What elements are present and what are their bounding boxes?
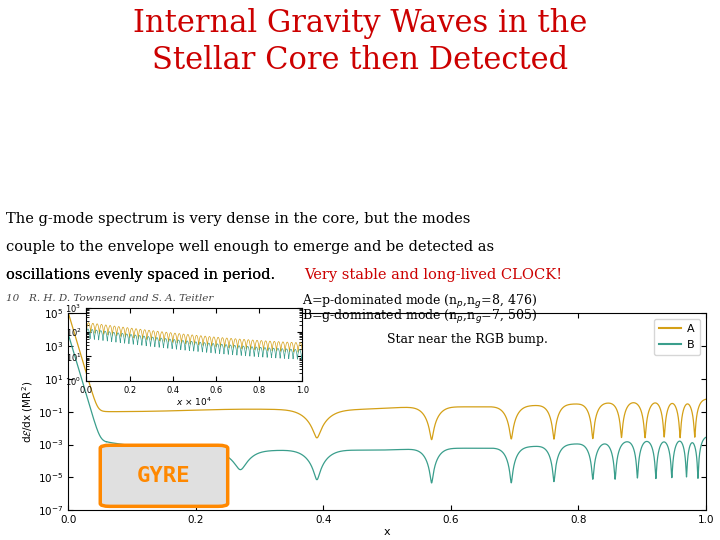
Legend: A, B: A, B — [654, 319, 700, 355]
B — [64, 332, 73, 338]
Text: 10   R. H. D. Townsend and S. A. Teitler: 10 R. H. D. Townsend and S. A. Teitler — [6, 294, 213, 303]
Text: The g-mode spectrum is very dense in the core, but the modes: The g-mode spectrum is very dense in the… — [6, 212, 470, 226]
A — [102, 408, 111, 415]
B — [91, 420, 99, 426]
A — [376, 405, 384, 411]
Text: couple to the envelope well enough to emerge and be detected as: couple to the envelope well enough to em… — [6, 240, 494, 254]
Text: oscillations evenly spaced in period.: oscillations evenly spaced in period. — [6, 268, 284, 282]
Y-axis label: d$\mathcal{E}$/dx (MR$^2$): d$\mathcal{E}$/dx (MR$^2$) — [20, 381, 35, 443]
X-axis label: $x$ $\times$ 10$^4$: $x$ $\times$ 10$^4$ — [176, 396, 212, 408]
B — [376, 447, 384, 453]
A — [667, 400, 676, 407]
Text: A=p-dominated mode (n$_p$,n$_g$=8, 476): A=p-dominated mode (n$_p$,n$_g$=8, 476) — [302, 293, 537, 310]
Line: A: A — [68, 313, 706, 440]
Line: B: B — [68, 335, 706, 483]
Text: Internal Gravity Waves in the
Stellar Core then Detected: Internal Gravity Waves in the Stellar Co… — [132, 8, 588, 76]
FancyBboxPatch shape — [100, 446, 228, 507]
Text: B=g-dominated mode (n$_p$,n$_g$=7, 505): B=g-dominated mode (n$_p$,n$_g$=7, 505) — [302, 308, 538, 326]
B — [67, 341, 76, 348]
B — [667, 474, 676, 481]
Text: oscillations evenly spaced in period.: oscillations evenly spaced in period. — [6, 268, 284, 282]
B — [427, 480, 436, 486]
B — [102, 438, 111, 445]
Text: GYRE: GYRE — [138, 466, 191, 486]
B — [701, 434, 710, 441]
A — [427, 436, 436, 443]
A — [64, 310, 73, 316]
A — [67, 320, 76, 326]
B — [189, 448, 198, 455]
A — [189, 407, 198, 414]
A — [91, 397, 99, 403]
Text: Very stable and long-lived CLOCK!: Very stable and long-lived CLOCK! — [304, 268, 562, 282]
A — [701, 396, 710, 403]
X-axis label: x: x — [384, 526, 390, 537]
Text: Star near the RGB bump.: Star near the RGB bump. — [387, 333, 548, 346]
